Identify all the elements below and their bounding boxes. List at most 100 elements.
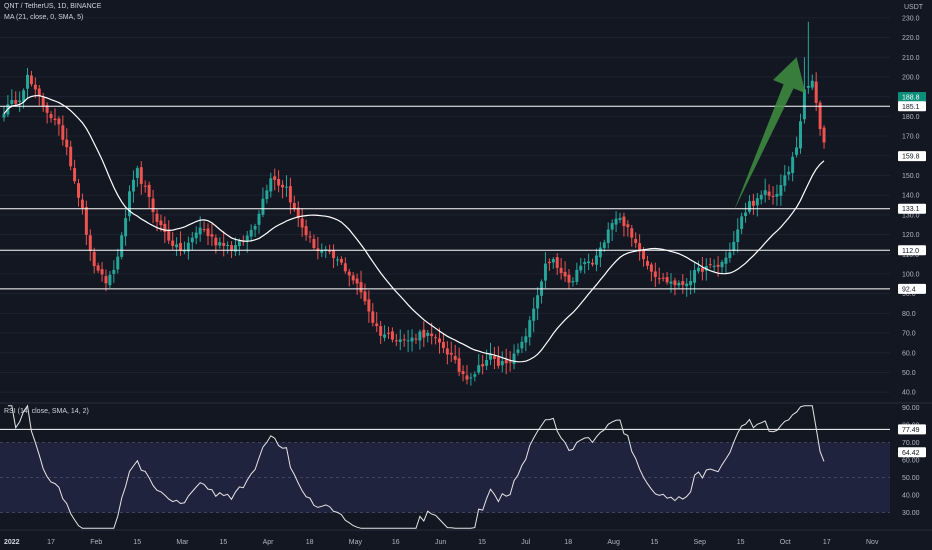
candle-body (806, 85, 810, 88)
time-tick-label: 18 (306, 539, 314, 546)
candle-body (779, 185, 783, 196)
candle-body (536, 295, 540, 309)
candle-body (551, 259, 555, 263)
candle-body (500, 361, 504, 366)
candle-body (222, 242, 226, 246)
candle-body (57, 118, 61, 125)
candle-body (339, 258, 343, 263)
candle-body (367, 299, 371, 312)
candles-group (2, 21, 826, 386)
candle-body (394, 340, 398, 342)
candle-body (759, 194, 763, 200)
candle-body (100, 269, 104, 275)
candle-body (469, 377, 473, 379)
time-tick-label: Oct (780, 539, 791, 546)
candle-body (147, 184, 151, 198)
rsi-tick-label: 90.00 (902, 405, 920, 412)
candle-body (14, 100, 18, 104)
candle-body (210, 234, 214, 237)
candle-body (728, 252, 732, 258)
time-tick-label: 17 (47, 539, 55, 546)
candle-body (351, 275, 355, 281)
candle-body (767, 191, 771, 196)
candle-body (226, 244, 230, 247)
rsi-tick-label: 70.00 (902, 440, 920, 447)
level-price-badge (898, 283, 926, 294)
price-tick-label: 60.0 (902, 350, 916, 357)
candle-body (190, 237, 194, 243)
candle-body (653, 271, 657, 278)
time-tick-label: 15 (220, 539, 228, 546)
time-tick-label: May (349, 539, 363, 546)
candle-body (473, 374, 477, 377)
ma-legend: MA (21, close, 0, SMA, 5) (4, 14, 84, 21)
price-tick-label: 70.0 (902, 331, 916, 338)
candle-body (791, 156, 795, 173)
candle-body (696, 267, 700, 272)
price-tick-label: 230.0 (902, 15, 920, 22)
candle-body (332, 250, 336, 259)
candle-body (230, 245, 234, 251)
candle-body (700, 267, 704, 272)
candle-body (387, 332, 390, 334)
candle-body (2, 113, 6, 118)
candle-body (744, 212, 748, 217)
candle-body (814, 81, 818, 103)
candle-body (512, 353, 516, 364)
candle-body (587, 261, 591, 264)
candle-body (261, 198, 265, 215)
candle-body (312, 239, 316, 248)
candle-body (481, 364, 485, 367)
candle-body (732, 241, 736, 252)
candle-body (508, 361, 512, 363)
candle-body (638, 243, 642, 252)
candle-body (681, 281, 685, 286)
candle-body (516, 349, 520, 353)
candle-body (390, 331, 394, 340)
candle-body (273, 176, 277, 180)
candle-body (579, 265, 583, 271)
candle-body (49, 114, 53, 119)
candle-body (665, 277, 669, 283)
candle-body (642, 250, 646, 260)
candle-body (308, 236, 312, 238)
candle-body (504, 360, 508, 364)
candle-body (292, 203, 296, 210)
candle-body (304, 226, 308, 236)
candle-body (787, 171, 791, 175)
candle-body (441, 342, 445, 349)
candle-body (689, 280, 693, 286)
candle-body (630, 228, 634, 238)
candle-body (316, 248, 320, 252)
symbol-legend: QNT / TetherUS, 1D, BINANCE (4, 3, 102, 10)
candle-body (53, 118, 57, 120)
candle-body (320, 250, 324, 253)
price-tick-label: 80.0 (902, 311, 916, 318)
candle-body (33, 84, 37, 90)
candle-body (73, 168, 77, 182)
price-tick-label: 210.0 (902, 55, 920, 62)
time-tick-label: 15 (133, 539, 141, 546)
candle-body (300, 218, 304, 228)
candle-body (80, 199, 84, 209)
price-tick-label: 130.0 (902, 212, 920, 219)
price-tick-label: 180.0 (902, 114, 920, 121)
price-label: 159.8 (902, 154, 920, 161)
price-tick-label: 90.0 (902, 291, 916, 298)
time-tick-label: Feb (90, 539, 102, 546)
price-tick-label: 40.0 (902, 390, 916, 397)
time-tick-label: 16 (392, 539, 400, 546)
candle-body (167, 230, 171, 241)
candle-body (198, 227, 202, 235)
candle-body (693, 270, 697, 283)
time-tick-label: 2022 (4, 539, 20, 546)
candle-body (257, 213, 261, 225)
candle-body (143, 185, 147, 187)
candle-body (555, 257, 559, 268)
candle-body (410, 337, 414, 342)
candle-body (610, 223, 614, 230)
candle-body (92, 251, 96, 267)
candle-body (677, 282, 681, 286)
candle-body (453, 355, 457, 360)
